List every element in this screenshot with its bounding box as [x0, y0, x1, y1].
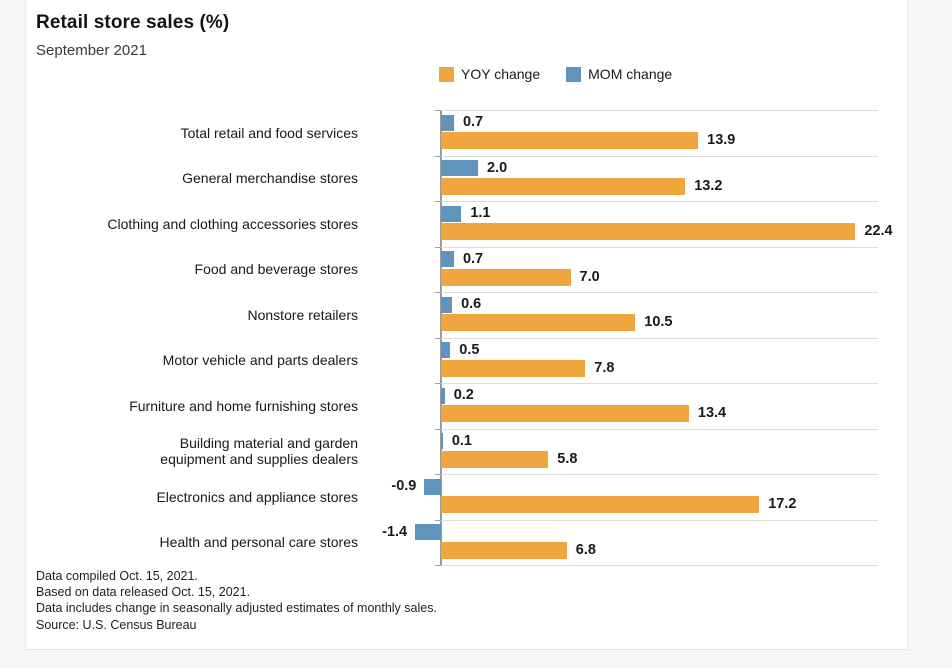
- category-row: Motor vehicle and parts dealers 0.5 7.8: [26, 337, 896, 384]
- mom-value-label: 0.1: [451, 432, 473, 449]
- axis-tick: [435, 519, 441, 521]
- yoy-bar: [441, 450, 549, 468]
- axis-bottom-boundary: [26, 565, 896, 566]
- gridline: [441, 519, 878, 521]
- axis-tick: [435, 155, 441, 157]
- mom-bar: [441, 160, 478, 176]
- gridline: [441, 474, 878, 475]
- category-row: General merchandise stores 2.0 13.2: [26, 155, 896, 202]
- mom-value-label: 0.6: [461, 296, 482, 312]
- yoy-swatch-icon: [439, 66, 454, 82]
- axis-tick: [435, 565, 441, 566]
- category-row: Total retail and food services 0.7 13.9: [26, 110, 896, 156]
- mom-value-label: 0.7: [462, 114, 484, 130]
- category-row: Health and personal care stores -1.4 6.8: [26, 519, 896, 566]
- category-row: Electronics and appliance stores -0.9 17…: [26, 474, 896, 520]
- mom-value-label: 2.0: [487, 159, 508, 176]
- category-label: Motor vehicle and parts dealers: [162, 352, 358, 369]
- yoy-value-label: 13.9: [707, 132, 736, 148]
- footnote-line: Based on data released Oct. 15, 2021.: [36, 585, 251, 600]
- yoy-value-label: 10.5: [644, 314, 673, 330]
- axis-tick: [435, 246, 441, 248]
- mom-bar: [415, 524, 441, 540]
- category-row: Food and beverage stores 0.7 7.0: [26, 246, 896, 293]
- footnote-line: Source: U.S. Census Bureau: [36, 617, 197, 632]
- yoy-value-label: 13.4: [697, 405, 727, 421]
- legend-label-mom: MOM change: [588, 66, 673, 82]
- mom-value-label: 0.2: [453, 387, 474, 403]
- yoy-bar: [441, 496, 760, 513]
- yoy-bar: [441, 132, 699, 149]
- mom-bar: [441, 342, 451, 358]
- axis-tick: [435, 383, 441, 384]
- yoy-value-label: 5.8: [557, 450, 578, 467]
- axis-tick: [435, 337, 441, 339]
- axis-tick: [435, 110, 441, 111]
- axis-tick: [435, 474, 441, 475]
- yoy-bar: [441, 405, 689, 422]
- category-label: Food and beverage stores: [194, 261, 358, 278]
- gridline: [441, 383, 878, 384]
- category-label: Health and personal care stores: [159, 534, 358, 551]
- mom-bar: [441, 433, 443, 449]
- yoy-value-label: 17.2: [768, 496, 797, 512]
- category-label: General merchandise stores: [182, 170, 358, 187]
- category-label: Total retail and food services: [180, 124, 358, 141]
- legend-label-yoy: YOY change: [461, 66, 541, 82]
- plot-area: Total retail and food services 0.7 13.9 …: [26, 110, 896, 566]
- legend-item-yoy: YOY change: [439, 66, 540, 82]
- yoy-bar: [441, 223, 856, 240]
- mom-value-label: 1.1: [470, 205, 491, 221]
- chart-card: Retail store sales (%) September 2021 YO…: [25, 0, 908, 650]
- yoy-value-label: 7.8: [594, 359, 615, 376]
- mom-bar: [441, 114, 454, 131]
- yoy-bar: [441, 314, 636, 331]
- category-row: Clothing and clothing accessories stores…: [26, 201, 896, 247]
- footnotes: Data compiled Oct. 15, 2021. Based on da…: [36, 568, 437, 633]
- category-label: Nonstore retailers: [247, 306, 359, 323]
- yoy-bar: [441, 541, 567, 559]
- yoy-bar: [441, 177, 686, 195]
- yoy-value-label: 6.8: [575, 541, 596, 558]
- legend-item-mom: MOM change: [566, 66, 672, 82]
- mom-bar: [424, 478, 441, 495]
- mom-bar: [441, 296, 453, 313]
- mom-bar: [441, 205, 462, 222]
- yoy-bar: [441, 268, 571, 286]
- yoy-value-label: 13.2: [694, 177, 723, 194]
- axis-tick: [435, 428, 441, 430]
- mom-value-label: -1.4: [382, 523, 408, 540]
- category-label: Furniture and home furnishing stores: [129, 397, 358, 414]
- category-label: Clothing and clothing accessories stores: [107, 215, 358, 232]
- yoy-bar: [441, 359, 586, 377]
- category-row: Nonstore retailers 0.6 10.5: [26, 292, 896, 338]
- category-label: Building material and garden equipment a…: [160, 435, 358, 468]
- axis-tick: [435, 201, 441, 202]
- mom-value-label: -0.9: [391, 478, 417, 494]
- gridline: [441, 337, 878, 339]
- gridline: [441, 201, 878, 202]
- mom-value-label: 0.5: [459, 341, 480, 358]
- yoy-value-label: 7.0: [579, 268, 600, 285]
- category-row: Furniture and home furnishing stores 0.2…: [26, 383, 896, 429]
- mom-swatch-icon: [566, 66, 582, 82]
- gridline: [441, 246, 878, 248]
- category-label: Electronics and appliance stores: [156, 488, 358, 505]
- yoy-value-label: 22.4: [864, 223, 893, 239]
- gridline: [441, 110, 878, 111]
- category-row: Building material and garden equipment a…: [26, 428, 896, 475]
- mom-value-label: 0.7: [462, 250, 484, 267]
- gridline: [441, 565, 878, 566]
- mom-bar: [441, 387, 445, 404]
- chart-subtitle: September 2021: [36, 42, 147, 59]
- footnote-line: Data includes change in seasonally adjus…: [36, 601, 437, 616]
- axis-tick: [435, 292, 441, 293]
- mom-bar: [441, 251, 454, 267]
- gridline: [441, 155, 878, 157]
- footnote-line: Data compiled Oct. 15, 2021.: [36, 569, 198, 583]
- chart-title: Retail store sales (%): [36, 12, 230, 33]
- gridline: [441, 292, 878, 293]
- gridline: [441, 428, 878, 430]
- legend: YOY change MOM change: [439, 66, 672, 82]
